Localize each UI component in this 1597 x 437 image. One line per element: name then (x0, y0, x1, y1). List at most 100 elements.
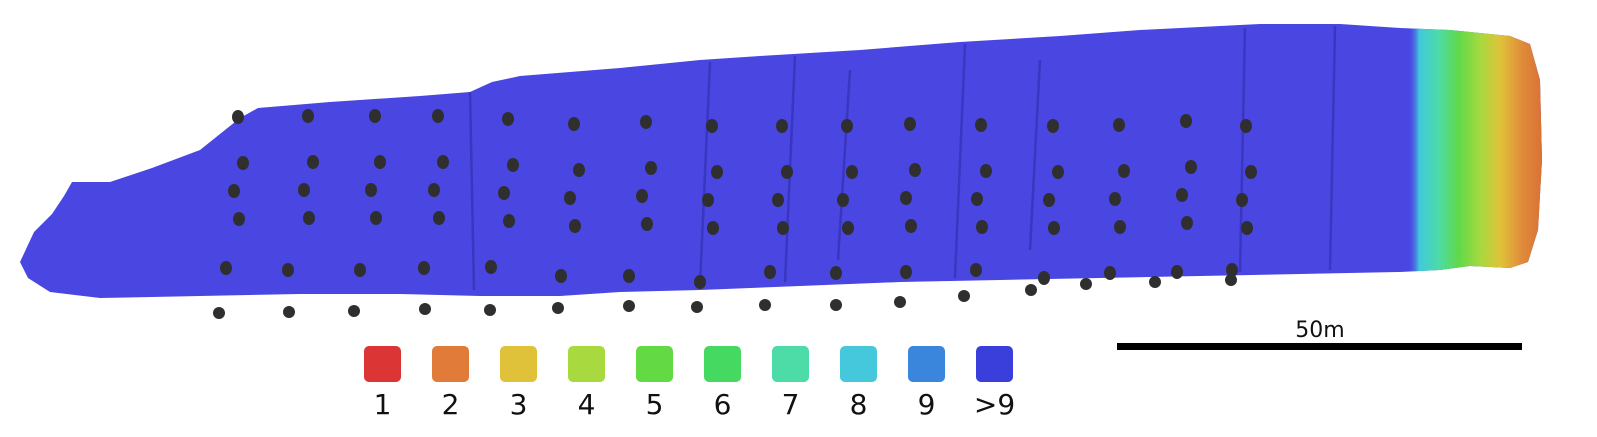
legend-item: 6 (704, 346, 741, 420)
drill-hole (228, 184, 240, 198)
drill-hole (220, 261, 232, 275)
drill-hole (1149, 276, 1161, 288)
drill-hole (432, 109, 444, 123)
drill-hole (776, 119, 788, 133)
legend-label: 5 (645, 388, 664, 421)
drill-hole (691, 301, 703, 313)
legend-item: 5 (636, 346, 673, 420)
drill-hole (1038, 271, 1050, 285)
drill-hole (1225, 274, 1237, 286)
drill-hole (1236, 193, 1248, 207)
drill-hole (958, 290, 970, 302)
drill-hole (1240, 119, 1252, 133)
drill-hole (348, 305, 360, 317)
drill-hole (307, 155, 319, 169)
drill-hole (759, 299, 771, 311)
drill-hole (980, 164, 992, 178)
drill-hole (555, 269, 567, 283)
drill-hole (569, 219, 581, 233)
drill-hole (1104, 266, 1116, 280)
drill-hole (640, 115, 652, 129)
drill-hole (1176, 188, 1188, 202)
drill-hole (623, 269, 635, 283)
legend-swatch (636, 346, 673, 382)
drill-hole (232, 110, 244, 124)
drill-hole (237, 156, 249, 170)
drill-hole (1245, 165, 1257, 179)
drill-hole (894, 296, 906, 308)
drill-hole (905, 219, 917, 233)
drill-hole (777, 221, 789, 235)
drill-hole (900, 265, 912, 279)
drill-hole (433, 211, 445, 225)
drill-hole (842, 221, 854, 235)
drill-hole (1047, 119, 1059, 133)
drill-hole (282, 263, 294, 277)
drill-hole (976, 220, 988, 234)
legend-label: 1 (373, 388, 392, 421)
legend: 1 2 3 4 5 6 7 8 9 >9 (364, 346, 1016, 421)
high-value-edge-zone (1408, 24, 1542, 298)
drill-hole (573, 163, 585, 177)
drill-hole (706, 119, 718, 133)
drill-hole (564, 191, 576, 205)
drill-hole (485, 260, 497, 274)
legend-item: 4 (568, 346, 605, 420)
drill-hole (970, 263, 982, 277)
rock-face-surface (20, 24, 1542, 298)
drill-hole (568, 117, 580, 131)
drill-hole (428, 183, 440, 197)
drill-hole (1109, 192, 1121, 206)
drill-hole (846, 165, 858, 179)
drill-hole (702, 193, 714, 207)
legend-label: 6 (713, 388, 732, 421)
drill-hole (900, 191, 912, 205)
drill-hole (707, 221, 719, 235)
drill-hole (354, 263, 366, 277)
legend-item: 8 (840, 346, 877, 420)
legend-label: 3 (509, 388, 528, 421)
drill-hole (694, 275, 706, 289)
drill-hole (764, 265, 776, 279)
drill-hole (904, 117, 916, 131)
legend-item: 1 (364, 346, 401, 420)
legend-label: >9 (973, 388, 1016, 421)
drill-hole (365, 183, 377, 197)
drill-hole (503, 214, 515, 228)
drill-hole (909, 163, 921, 177)
legend-item: 7 (772, 346, 809, 420)
legend-swatch (704, 346, 741, 382)
legend-swatch (364, 346, 401, 382)
legend-item: 9 (908, 346, 945, 420)
drill-hole (283, 306, 295, 318)
drill-hole (419, 303, 431, 315)
drill-hole (1180, 114, 1192, 128)
drill-hole-pattern (213, 109, 1257, 319)
drill-hole (298, 183, 310, 197)
drill-hole (484, 304, 496, 316)
scale-bar-label: 50m (1295, 318, 1344, 343)
drill-hole (369, 109, 381, 123)
drill-hole (374, 155, 386, 169)
legend-swatch (500, 346, 537, 382)
drill-hole (418, 261, 430, 275)
drill-hole (772, 193, 784, 207)
legend-item: >9 (973, 346, 1016, 421)
legend-swatch (772, 346, 809, 382)
drill-hole (233, 212, 245, 226)
drill-hole (1025, 284, 1037, 296)
drill-hole (1114, 220, 1126, 234)
drill-hole (498, 186, 510, 200)
drill-hole (645, 161, 657, 175)
drill-hole (623, 300, 635, 312)
drill-hole (213, 307, 225, 319)
drill-hole (641, 217, 653, 231)
drill-hole (971, 192, 983, 206)
drill-hole (636, 189, 648, 203)
legend-swatch (976, 346, 1013, 382)
drill-hole (437, 155, 449, 169)
legend-swatch (908, 346, 945, 382)
bench-joints (468, 25, 1337, 291)
drill-hole (1052, 165, 1064, 179)
